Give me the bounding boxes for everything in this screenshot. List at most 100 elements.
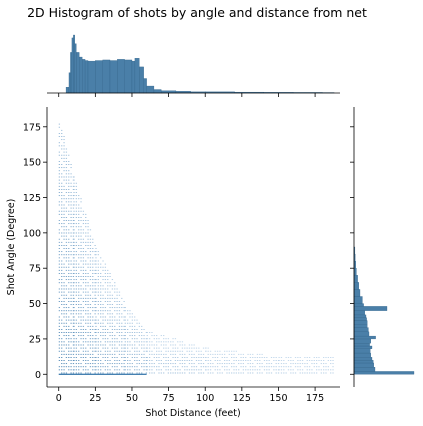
heat-cell (200, 360, 202, 361)
heat-cell (165, 353, 167, 355)
heat-cell (87, 297, 89, 299)
heat-cell (95, 332, 97, 333)
heat-cell (80, 248, 82, 249)
heat-cell (167, 350, 170, 352)
heat-cell (129, 360, 131, 361)
heat-cell (100, 291, 102, 293)
heat-cell (301, 360, 304, 361)
heat-cell (68, 173, 70, 175)
heat-cell (202, 372, 205, 374)
heat-cell (78, 294, 80, 296)
heat-cell (188, 372, 191, 374)
heat-cell (129, 316, 131, 318)
heat-cell (116, 357, 118, 358)
heat-cell (109, 344, 111, 346)
heat-cell (235, 372, 237, 374)
heat-cell (145, 357, 148, 358)
heat-cell (82, 332, 85, 333)
heat-cell (151, 344, 153, 346)
heat-cell (131, 316, 133, 318)
heat-cell (263, 360, 266, 361)
heat-cell (116, 297, 118, 299)
heat-cell (102, 357, 104, 358)
heat-cell (136, 360, 138, 361)
heat-cell (226, 360, 228, 361)
heat-cell (332, 357, 334, 358)
heat-cell (68, 154, 70, 156)
heat-cell (275, 363, 277, 365)
heat-cell (87, 263, 89, 265)
x-marginal-bar (71, 37, 74, 94)
heat-cell (95, 254, 97, 256)
heat-cell (116, 338, 118, 340)
heat-cell (100, 297, 102, 299)
heat-cell (109, 304, 111, 305)
heat-cell (287, 366, 290, 368)
heat-cell (58, 332, 61, 333)
heat-cell (102, 279, 104, 281)
heat-cell (200, 350, 202, 352)
heat-cell (78, 207, 80, 209)
heat-cell (156, 369, 158, 371)
heat-cell (89, 254, 92, 256)
heat-cell (68, 366, 70, 368)
heat-cell (207, 372, 209, 374)
heat-cell (82, 260, 85, 262)
heat-cell (94, 319, 96, 321)
heat-cell (85, 251, 87, 253)
heat-cell (174, 363, 177, 365)
heat-cell (111, 307, 114, 309)
heat-cell (327, 357, 329, 358)
heat-cell (275, 357, 277, 358)
heat-cell (268, 366, 270, 368)
y-tick-label: 25 (29, 334, 41, 345)
heat-cell (131, 322, 133, 324)
heat-cell (75, 332, 78, 333)
heat-cell (58, 161, 61, 162)
heat-cell (61, 176, 63, 178)
heat-cell (131, 329, 133, 330)
y-marginal-bar (353, 367, 376, 372)
heat-cell (278, 357, 280, 358)
heat-cell (102, 325, 104, 327)
heat-cell (109, 273, 111, 274)
heat-cell (94, 341, 96, 343)
heat-cell (200, 363, 202, 365)
heat-cell (78, 325, 80, 327)
heat-cell (95, 251, 97, 253)
heat-cell (82, 276, 85, 277)
heat-cell (100, 285, 102, 287)
heat-cell (65, 310, 68, 312)
heat-cell (82, 279, 85, 281)
heat-cell (235, 369, 237, 371)
heat-cell (61, 213, 63, 215)
heat-cell (73, 347, 75, 349)
heat-cell (181, 341, 184, 343)
heat-cell (129, 353, 131, 355)
heat-cell (97, 273, 99, 274)
heat-cell (94, 313, 96, 315)
heat-cell (75, 189, 78, 190)
heat-cell (174, 347, 177, 349)
heat-cell (80, 229, 82, 231)
heat-cell (65, 257, 68, 259)
heat-cell (193, 363, 195, 365)
heat-cell (153, 363, 155, 365)
heat-cell (94, 347, 96, 349)
heat-cell (89, 251, 92, 253)
heat-cell (186, 347, 188, 349)
heat-cell (92, 301, 94, 302)
heat-cell (240, 357, 242, 358)
heat-cell (85, 332, 87, 333)
heat-cell (61, 279, 63, 281)
heat-cell (61, 322, 63, 324)
heat-cell (85, 254, 87, 256)
heat-cell (82, 366, 85, 368)
heat-cell (186, 357, 188, 358)
heat-cell (92, 285, 94, 287)
heat-band (95, 248, 125, 374)
heat-cell (80, 220, 82, 221)
heat-cell (181, 366, 184, 368)
heat-cell (136, 369, 138, 371)
heat-cell (68, 229, 70, 231)
